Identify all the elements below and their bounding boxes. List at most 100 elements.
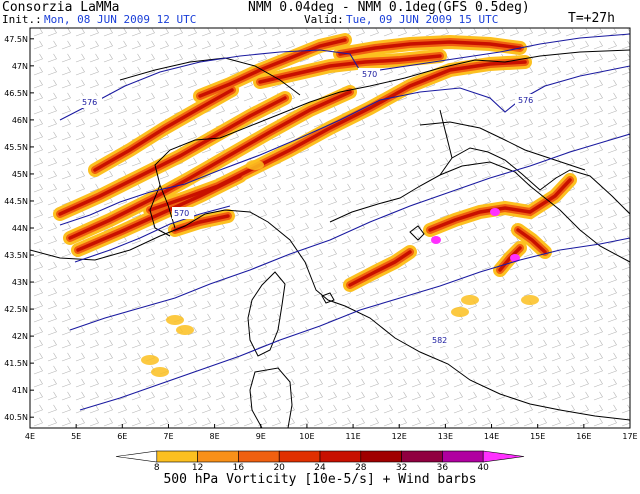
wind-barb <box>453 365 463 375</box>
lat-label: 47.5N <box>4 35 28 44</box>
wind-barb <box>593 209 603 219</box>
wind-barb <box>579 274 589 284</box>
wind-barb <box>187 326 197 336</box>
wind-barb <box>439 235 449 245</box>
border-austria-slovenia <box>419 121 586 171</box>
wind-barb <box>453 144 463 154</box>
wind-barb <box>201 391 211 401</box>
wind-barb <box>173 66 183 76</box>
lat-label: 43N <box>12 278 28 287</box>
wind-barb <box>439 352 449 362</box>
wind-barb <box>131 287 141 297</box>
wind-barb <box>159 144 169 154</box>
wind-barb <box>565 79 575 89</box>
wind-barb <box>89 144 99 154</box>
wind-barb <box>33 79 43 89</box>
wind-barb <box>425 313 435 323</box>
wind-barb <box>243 378 253 388</box>
wind-barb <box>103 40 113 50</box>
wind-barb <box>355 339 365 349</box>
lon-label: 13E <box>438 432 453 441</box>
wind-barb <box>481 326 491 336</box>
wind-barb <box>481 131 491 141</box>
wind-barb <box>47 170 57 180</box>
wind-barb <box>145 391 155 401</box>
wind-barb <box>439 391 449 401</box>
wind-barb <box>355 300 365 310</box>
wind-barb <box>47 326 57 336</box>
wind-barb <box>607 131 617 141</box>
wind-barb <box>621 365 630 375</box>
wind-barb <box>565 352 575 362</box>
wind-barb <box>313 235 323 245</box>
contour-labels: 570 576 576 570 582 <box>80 68 537 346</box>
wind-barb <box>607 417 617 427</box>
colorbar-level: 32 <box>395 463 408 473</box>
wind-barb <box>341 209 351 219</box>
wind-barb <box>187 248 197 258</box>
wind-barb <box>607 313 617 323</box>
wind-barb <box>33 313 43 323</box>
wind-barb <box>173 287 183 297</box>
wind-barb <box>201 274 211 284</box>
wind-barb <box>467 274 477 284</box>
wind-barb <box>159 378 169 388</box>
wind-barb <box>229 66 239 76</box>
wind-barb <box>215 144 225 154</box>
wind-barb <box>593 274 603 284</box>
wind-barb <box>159 53 169 63</box>
wind-barb <box>607 170 617 180</box>
vorticity-patch <box>246 160 264 170</box>
wind-barb <box>551 339 561 349</box>
wind-barb <box>341 313 351 323</box>
wind-barb <box>467 131 477 141</box>
wind-barb <box>33 391 43 401</box>
wind-barb <box>341 196 351 206</box>
wind-barb <box>327 28 337 37</box>
wind-barb <box>47 183 57 193</box>
wind-barb <box>369 28 379 37</box>
wind-barb <box>621 183 630 193</box>
wind-barb <box>495 274 505 284</box>
wind-barb <box>607 300 617 310</box>
wind-barb <box>621 248 630 258</box>
wind-barb <box>243 300 253 310</box>
wind-barb <box>523 417 533 427</box>
lead-time: T=+27h <box>568 11 615 26</box>
wind-barb <box>621 170 630 180</box>
wind-barb <box>229 274 239 284</box>
wind-barb <box>117 118 127 128</box>
wind-barb <box>271 222 281 232</box>
vorticity-band-core <box>338 40 522 56</box>
wind-barb <box>551 391 561 401</box>
wind-barb <box>285 131 295 141</box>
wind-barb <box>621 144 630 154</box>
wind-barb <box>579 105 589 115</box>
wind-barb <box>159 352 169 362</box>
wind-barb <box>47 28 57 37</box>
wind-barb <box>257 300 267 310</box>
wind-barb <box>257 170 267 180</box>
wind-barb <box>313 365 323 375</box>
wind-barb <box>565 417 575 427</box>
wind-barb <box>453 339 463 349</box>
wind-barb <box>579 131 589 141</box>
wind-barb <box>145 313 155 323</box>
wind-barb <box>131 183 141 193</box>
colorbar-level: 12 <box>191 463 204 473</box>
wind-barb <box>285 365 295 375</box>
wind-barb <box>327 222 337 232</box>
wind-barb <box>425 144 435 154</box>
wind-barb <box>131 40 141 50</box>
wind-barb <box>411 326 421 336</box>
wind-barb <box>383 339 393 349</box>
wind-barb <box>229 105 239 115</box>
wind-barb <box>467 352 477 362</box>
wind-barb <box>145 248 155 258</box>
wind-barb <box>215 365 225 375</box>
wind-barb <box>621 287 630 297</box>
wind-barb <box>75 144 85 154</box>
wind-barb <box>285 326 295 336</box>
wind-barb <box>411 105 421 115</box>
wind-barb <box>607 40 617 50</box>
